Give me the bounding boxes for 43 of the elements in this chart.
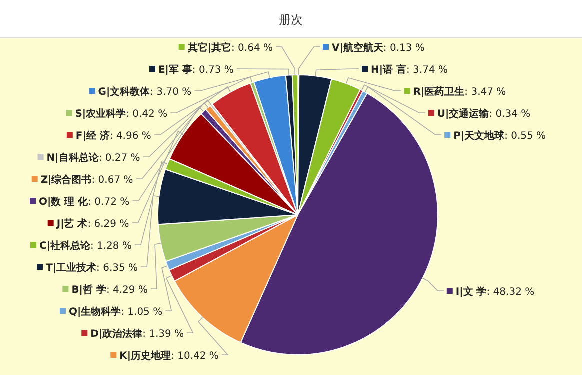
legend-label: P|天文地球 — [454, 130, 506, 142]
data-label: : 0.55 % — [504, 131, 546, 142]
legend-label: D|政治法律 — [90, 328, 143, 340]
legend-label: F|经 济 — [76, 130, 110, 142]
legend-label: U|交通运输 — [437, 108, 490, 120]
data-label: : 0.64 % — [232, 43, 273, 54]
data-label: : 0.42 % — [126, 109, 168, 120]
data-label: : 10.42 % — [171, 351, 219, 362]
data-label: : 4.29 % — [106, 285, 148, 296]
data-label: : 0.13 % — [383, 43, 425, 54]
legend-label: Q|生物科学 — [68, 306, 122, 318]
data-label: : 1.28 % — [90, 241, 132, 252]
data-label: : 6.29 % — [88, 219, 130, 230]
legend-label: V|航空航天 — [332, 42, 384, 54]
legend-label: B|哲 学 — [72, 284, 106, 296]
data-label: : 0.72 % — [88, 197, 130, 208]
data-label: : 0.67 % — [92, 175, 134, 186]
legend-label: C|社科总论 — [39, 240, 92, 252]
legend-label: Z|综合图书 — [40, 174, 92, 186]
data-label: : 0.34 % — [489, 109, 531, 120]
legend-label: O|数 理 化 — [39, 196, 90, 208]
legend-label: E|军 事 — [158, 64, 192, 76]
legend-label: T|工业技术 — [46, 262, 98, 274]
legend-label: K|历史地理 — [120, 350, 172, 362]
legend-label: R|医药卫生 — [413, 86, 465, 98]
data-label: : 3.47 % — [464, 87, 506, 98]
legend-label: J|艺 术 — [56, 218, 89, 230]
data-label: : 4.96 % — [110, 131, 152, 142]
data-label: : 1.05 % — [121, 307, 163, 318]
legend-label: H|语 言 — [370, 64, 407, 76]
data-label: : 3.74 % — [406, 65, 448, 76]
data-label: : 6.35 % — [96, 263, 138, 274]
data-label: : 48.32 % — [486, 287, 535, 298]
data-label: : 0.73 % — [192, 65, 234, 76]
data-label: : 1.39 % — [142, 329, 184, 340]
legend-label: N|自科总论 — [46, 152, 100, 164]
chart-title: 册次 — [279, 13, 303, 27]
legend-label: I|文 学 — [456, 286, 487, 298]
legend-label: G|文科教体 — [98, 86, 152, 98]
legend-label: 其它|其它 — [186, 42, 232, 54]
data-label: : 0.27 % — [98, 153, 140, 164]
legend-label: S|农业科学 — [75, 108, 126, 120]
data-label: : 3.70 % — [150, 87, 192, 98]
